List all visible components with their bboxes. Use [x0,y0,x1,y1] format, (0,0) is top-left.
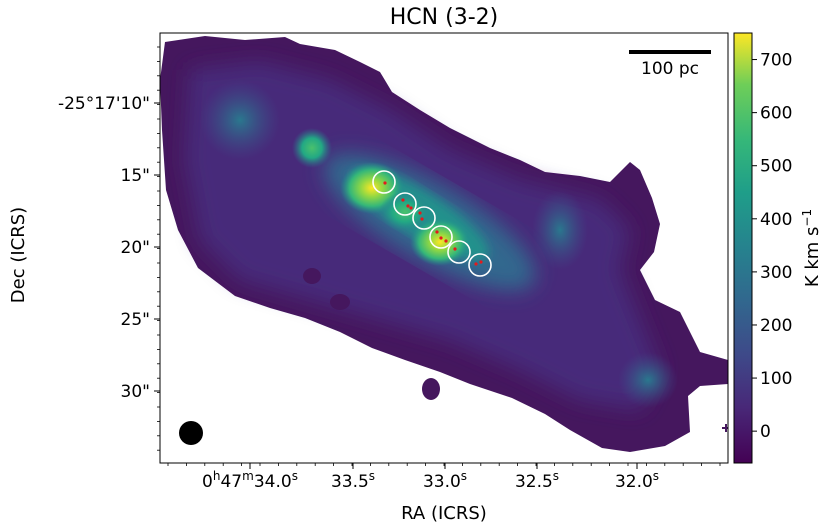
beam-ellipse [179,421,203,445]
diffuse-emission [532,190,588,270]
emission-blob [330,294,350,310]
colorbar-tick-label: 300 [760,263,792,283]
colorbar-tick-label: 400 [760,210,792,230]
minor-ticks [157,46,721,466]
y-tick-label: 25" [121,310,150,330]
x-tick-label: 32.0s [615,469,659,492]
x-tick-label: 33.5s [331,469,375,492]
source-marker [409,206,413,210]
chart-title: HCN (3-2) [390,5,498,30]
x-tick-label: 32.5s [515,469,559,492]
scale-bar: 100 pc [629,50,711,79]
source-marker [406,204,410,208]
source-marker [439,236,443,240]
aperture-circle [393,192,417,216]
colorbar-tick-label: 0 [760,422,771,442]
aperture-circle [429,225,453,249]
source-marker [418,211,422,215]
source-marker [401,198,405,202]
source-marker [453,247,457,251]
edge-marker [722,424,728,432]
colorbar-tick-label: 700 [760,51,792,71]
y-axis: -25°17'10" 15" 20" 25" 30" [58,94,160,402]
source-marker [474,262,478,266]
hotspot [410,218,470,266]
colorbar-gradient [733,32,753,464]
emission-blob [422,378,440,400]
map-panel [160,33,728,463]
aperture-circle [412,206,436,230]
source-marker [479,260,483,264]
y-tick-label: 20" [121,238,150,258]
source-marker [444,239,448,243]
source-markers [383,181,483,266]
apertures [372,170,492,277]
y-axis-label: Dec (ICRS) [8,207,29,303]
x-tick-label: 33.0s [423,469,467,492]
diffuse-emission [618,352,678,408]
colorbar-tick-label: 200 [760,316,792,336]
x-tick-label: 0h47m34.0s [202,469,298,492]
colorbar-tick-label: 100 [760,369,792,389]
aperture-circle [372,170,396,194]
colorbar: 0 100 200 300 400 500 600 700 K km s−1 [733,32,823,464]
x-axis: 0h47m34.0s 33.5s 33.0s 32.5s 32.0s [202,463,659,492]
y-tick-label: 15" [121,166,150,186]
colorbar-tick-label: 500 [760,157,792,177]
scale-bar-label: 100 pc [641,59,699,79]
aperture-circle [468,253,492,277]
x-axis-label: RA (ICRS) [401,503,487,524]
colorbar-label: K km s−1 [800,209,823,287]
source-marker [383,181,387,185]
aperture-circle [447,240,471,264]
source-marker [420,217,424,221]
y-tick-label: -25°17'10" [58,94,150,114]
colorbar-tick-label: 600 [760,104,792,124]
colorbar-label-sup: −1 [800,209,814,227]
source-marker [435,230,439,234]
emission-blob [303,268,321,284]
hotspot [379,192,431,232]
hotspot [292,128,332,168]
y-tick-label: 30" [121,382,150,402]
diffuse-emission [200,80,280,160]
colorbar-ticks: 0 100 200 300 400 500 600 700 [752,51,792,442]
